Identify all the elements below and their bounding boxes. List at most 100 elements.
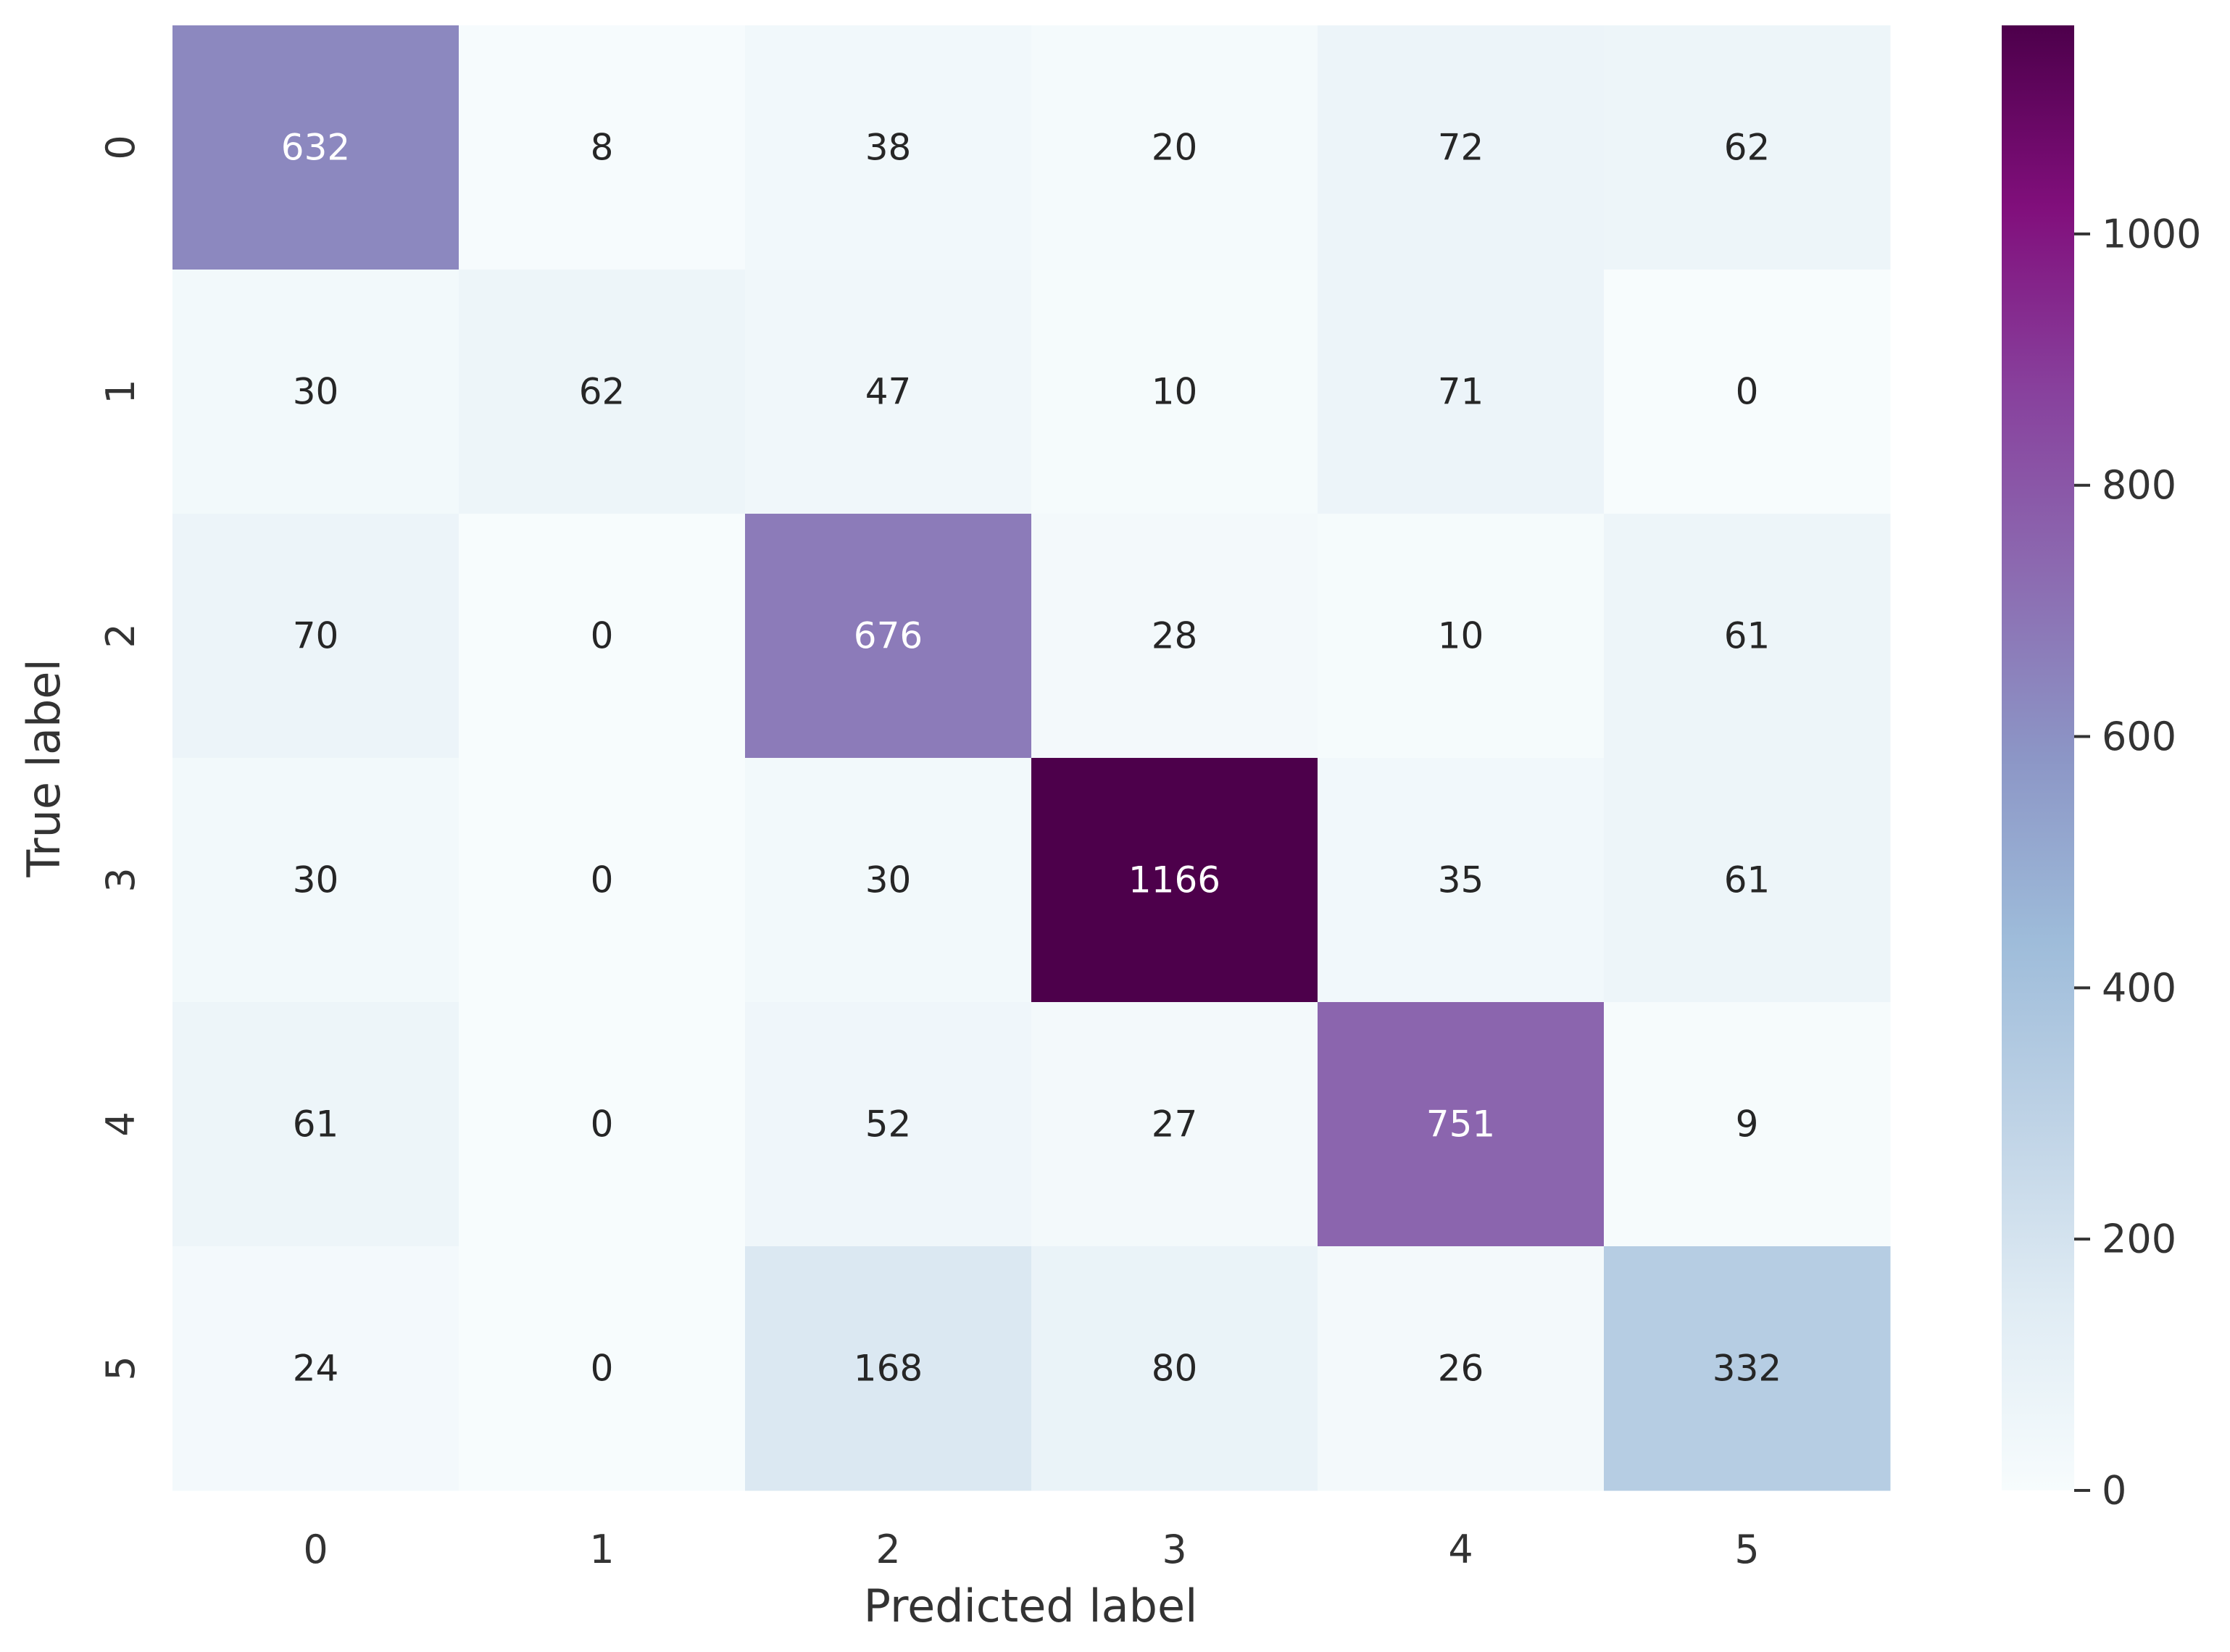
cell-value-r3-c2: 30 bbox=[865, 859, 912, 901]
cell-value-r1-c0: 30 bbox=[293, 371, 339, 413]
cell-value-r0-c3: 20 bbox=[1152, 127, 1198, 169]
cell-value-r2-c1: 0 bbox=[591, 615, 614, 657]
heatmap-cell-r5-c0 bbox=[172, 1246, 459, 1491]
heatmap-cell-r5-c2 bbox=[745, 1246, 1032, 1491]
heatmap-cell-r2-c3 bbox=[1031, 514, 1318, 759]
cell-value-r3-c0: 30 bbox=[293, 859, 339, 901]
heatmap-cell-r1-c4 bbox=[1318, 270, 1605, 514]
colorbar-bar bbox=[2002, 25, 2074, 1490]
x-axis-label: Predicted label bbox=[864, 1580, 1198, 1632]
heatmap-cell-r4-c0 bbox=[172, 1002, 459, 1247]
heatmap-cell-r0-c1 bbox=[459, 25, 746, 270]
cell-value-r5-c3: 80 bbox=[1152, 1348, 1198, 1390]
colorbar-tick-label-400: 400 bbox=[2102, 965, 2176, 1011]
cell-value-r1-c4: 71 bbox=[1438, 371, 1484, 413]
x-tick-label-1: 1 bbox=[589, 1527, 614, 1572]
colorbar-tick-label-1000: 1000 bbox=[2102, 211, 2201, 256]
cell-value-r5-c0: 24 bbox=[293, 1348, 339, 1390]
heatmap-cell-r1-c2 bbox=[745, 270, 1032, 514]
y-tick-label-3: 3 bbox=[98, 867, 143, 892]
colorbar-tick-label-200: 200 bbox=[2102, 1217, 2176, 1262]
heatmap-cell-r5-c5 bbox=[1604, 1246, 1891, 1491]
heatmap-cell-r2-c4 bbox=[1318, 514, 1605, 759]
colorbar: 0 200 400 600 800 1000 bbox=[2002, 25, 2201, 1514]
heatmap-cell-r0-c3 bbox=[1031, 25, 1318, 270]
cell-value-r1-c2: 47 bbox=[865, 371, 912, 413]
y-tick-label-2: 2 bbox=[98, 623, 143, 648]
cell-value-r0-c5: 62 bbox=[1724, 127, 1771, 169]
heatmap-cell-r2-c2 bbox=[745, 514, 1032, 759]
cell-value-r5-c4: 26 bbox=[1438, 1348, 1484, 1390]
cell-value-r4-c3: 27 bbox=[1152, 1104, 1198, 1146]
heatmap-cell-r0-c0 bbox=[172, 25, 459, 270]
colorbar-tick-label-800: 800 bbox=[2102, 462, 2176, 508]
cell-value-r2-c4: 10 bbox=[1438, 615, 1484, 657]
colorbar-ticks: 0 200 400 600 800 1000 bbox=[2074, 211, 2201, 1514]
heatmap-cell-r5-c3 bbox=[1031, 1246, 1318, 1491]
heatmap-cell-r5-c4 bbox=[1318, 1246, 1605, 1491]
heatmap-cells bbox=[172, 25, 1891, 1491]
x-tick-label-3: 3 bbox=[1162, 1527, 1186, 1572]
heatmap-cell-r0-c2 bbox=[745, 25, 1032, 270]
cell-value-r1-c5: 0 bbox=[1736, 371, 1759, 413]
heatmap-cell-r3-c3 bbox=[1031, 758, 1318, 1003]
heatmap-cell-r3-c4 bbox=[1318, 758, 1605, 1003]
heatmap-cell-r3-c1 bbox=[459, 758, 746, 1003]
heatmap-cell-r3-c2 bbox=[745, 758, 1032, 1003]
heatmap-cell-r3-c0 bbox=[172, 758, 459, 1003]
colorbar-tick-label-0: 0 bbox=[2102, 1468, 2126, 1514]
heatmap-cell-r3-c5 bbox=[1604, 758, 1891, 1003]
cell-value-r1-c3: 10 bbox=[1152, 371, 1198, 413]
x-tick-label-5: 5 bbox=[1734, 1527, 1759, 1572]
x-tick-label-4: 4 bbox=[1448, 1527, 1473, 1572]
cell-value-r4-c1: 0 bbox=[591, 1104, 614, 1146]
y-axis-ticks: 0 1 2 3 4 5 bbox=[98, 135, 143, 1380]
heatmap-cell-r4-c5 bbox=[1604, 1002, 1891, 1247]
heatmap-cell-r4-c2 bbox=[745, 1002, 1032, 1247]
y-tick-label-0: 0 bbox=[98, 135, 143, 159]
y-tick-label-5: 5 bbox=[98, 1356, 143, 1380]
cell-value-r3-c4: 35 bbox=[1438, 859, 1484, 901]
cell-value-r2-c3: 28 bbox=[1152, 615, 1198, 657]
x-axis-ticks: 0 1 2 3 4 5 bbox=[303, 1527, 1759, 1572]
heatmap-cell-r1-c5 bbox=[1604, 270, 1891, 514]
cell-value-r3-c3: 1166 bbox=[1128, 859, 1220, 901]
heatmap-cell-labels: 632 8 38 20 72 62 30 62 47 10 71 0 70 0 676 28 10 61 30 0 30… bbox=[281, 127, 1781, 1390]
y-tick-label-1: 1 bbox=[98, 379, 143, 404]
y-tick-label-4: 4 bbox=[98, 1111, 143, 1136]
cell-value-r3-c1: 0 bbox=[591, 859, 614, 901]
cell-value-r4-c2: 52 bbox=[865, 1104, 912, 1146]
cell-value-r0-c1: 8 bbox=[591, 127, 614, 169]
cell-value-r2-c2: 676 bbox=[854, 615, 923, 657]
cell-value-r5-c2: 168 bbox=[854, 1348, 923, 1390]
heatmap-cell-r0-c5 bbox=[1604, 25, 1891, 270]
heatmap-cell-r2-c1 bbox=[459, 514, 746, 759]
heatmap-cell-r2-c5 bbox=[1604, 514, 1891, 759]
heatmap-cell-r1-c3 bbox=[1031, 270, 1318, 514]
heatmap-cell-r4-c1 bbox=[459, 1002, 746, 1247]
cell-value-r2-c5: 61 bbox=[1724, 615, 1771, 657]
cell-value-r0-c0: 632 bbox=[281, 127, 350, 169]
heatmap-cell-r1-c0 bbox=[172, 270, 459, 514]
heatmap-cell-r1-c1 bbox=[459, 270, 746, 514]
cell-value-r5-c1: 0 bbox=[591, 1348, 614, 1390]
cell-value-r5-c5: 332 bbox=[1713, 1348, 1781, 1390]
heatmap-cell-r2-c0 bbox=[172, 514, 459, 759]
colorbar-tick-label-600: 600 bbox=[2102, 714, 2176, 759]
heatmap-cell-r0-c4 bbox=[1318, 25, 1605, 270]
heatmap-cell-r4-c3 bbox=[1031, 1002, 1318, 1247]
cell-value-r4-c0: 61 bbox=[293, 1104, 339, 1146]
x-tick-label-0: 0 bbox=[303, 1527, 328, 1572]
cell-value-r4-c4: 751 bbox=[1426, 1104, 1495, 1146]
x-tick-label-2: 2 bbox=[875, 1527, 900, 1572]
heatmap-cell-r5-c1 bbox=[459, 1246, 746, 1491]
heatmap-cell-r4-c4 bbox=[1318, 1002, 1605, 1247]
cell-value-r4-c5: 9 bbox=[1736, 1104, 1759, 1146]
y-axis-label: True label bbox=[17, 659, 70, 877]
cell-value-r0-c4: 72 bbox=[1438, 127, 1484, 169]
cell-value-r3-c5: 61 bbox=[1724, 859, 1771, 901]
cell-value-r2-c0: 70 bbox=[293, 615, 339, 657]
cell-value-r1-c1: 62 bbox=[579, 371, 625, 413]
cell-value-r0-c2: 38 bbox=[865, 127, 912, 169]
